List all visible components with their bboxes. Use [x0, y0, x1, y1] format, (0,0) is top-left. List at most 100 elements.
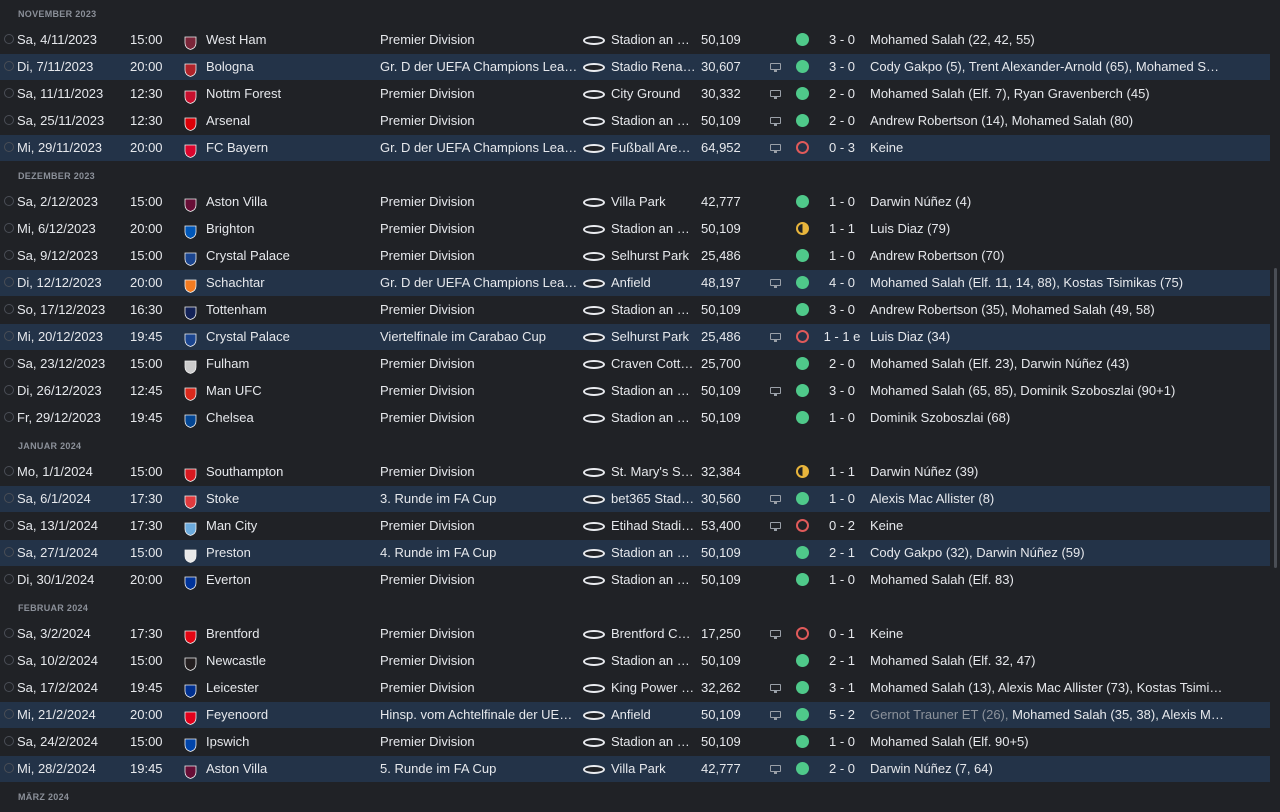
select-checkbox[interactable] [4, 574, 14, 584]
competition-name[interactable]: Premier Division [380, 680, 475, 695]
select-checkbox[interactable] [4, 520, 14, 530]
match-score[interactable]: 3 - 1 [828, 680, 855, 695]
select-checkbox[interactable] [4, 493, 14, 503]
venue-name[interactable]: Stadio Renato Dall'Ara [611, 59, 697, 74]
competition-name[interactable]: Premier Division [380, 113, 475, 128]
select-checkbox[interactable] [4, 466, 14, 476]
match-score[interactable]: 5 - 2 [828, 707, 855, 722]
venue-name[interactable]: Fußball Arena München [611, 140, 697, 155]
fixture-row[interactable]: Mi, 28/2/2024 19:45 Aston Villa 5. Runde im… [0, 756, 1270, 782]
select-checkbox[interactable] [4, 358, 14, 368]
competition-name[interactable]: Premier Division [380, 653, 475, 668]
select-checkbox[interactable] [4, 250, 14, 260]
select-checkbox[interactable] [4, 412, 14, 422]
venue-name[interactable]: Stadion an der Anfield Road [611, 545, 697, 560]
fixture-row[interactable]: Sa, 27/1/2024 15:00 Preston 4. Runde im FA … [0, 540, 1270, 566]
opponent-name[interactable]: Stoke [206, 491, 240, 506]
opponent-name[interactable]: Newcastle [206, 653, 266, 668]
opponent-name[interactable]: FC Bayern [206, 140, 269, 155]
venue-name[interactable]: Stadion an der Anfield Road [611, 302, 697, 317]
competition-name[interactable]: 3. Runde im FA Cup [380, 491, 497, 506]
venue-name[interactable]: Selhurst Park [611, 248, 690, 263]
fixture-row[interactable]: Sa, 9/12/2023 15:00 Crystal Palace Premier … [0, 243, 1270, 269]
venue-name[interactable]: Brentford Community Stadium [611, 626, 697, 641]
venue-name[interactable]: Stadion an der Anfield Road [611, 383, 697, 398]
fixture-row[interactable]: Di, 7/11/2023 20:00 Bologna Gr. D der UEFA … [0, 54, 1270, 80]
opponent-name[interactable]: Ipswich [206, 734, 250, 749]
opponent-name[interactable]: Aston Villa [206, 194, 268, 209]
match-score[interactable]: 3 - 0 [828, 59, 855, 74]
venue-name[interactable]: St. Mary's Stadium [611, 464, 697, 479]
opponent-name[interactable]: Man City [206, 518, 258, 533]
venue-name[interactable]: City Ground [611, 86, 681, 101]
match-score[interactable]: 4 - 0 [828, 275, 855, 290]
venue-name[interactable]: Villa Park [611, 761, 666, 776]
match-score[interactable]: 2 - 0 [828, 86, 855, 101]
fixture-row[interactable]: Mi, 6/12/2023 20:00 Brighton Premier Divisi… [0, 216, 1270, 242]
competition-name[interactable]: Premier Division [380, 32, 475, 47]
opponent-name[interactable]: Feyenoord [206, 707, 269, 722]
opponent-name[interactable]: Everton [206, 572, 251, 587]
opponent-name[interactable]: Nottm Forest [206, 86, 282, 101]
competition-name[interactable]: 4. Runde im FA Cup [380, 545, 497, 560]
match-score[interactable]: 1 - 1 [828, 464, 855, 479]
fixture-row[interactable]: Di, 26/12/2023 12:45 Man UFC Premier Divisi… [0, 378, 1270, 404]
select-checkbox[interactable] [4, 628, 14, 638]
competition-name[interactable]: Premier Division [380, 248, 475, 263]
competition-name[interactable]: Premier Division [380, 518, 475, 533]
venue-name[interactable]: Stadion an der Anfield Road [611, 32, 697, 47]
select-checkbox[interactable] [4, 196, 14, 206]
opponent-name[interactable]: Schachtar [206, 275, 265, 290]
match-score[interactable]: 2 - 0 [828, 356, 855, 371]
match-score[interactable]: 0 - 3 [828, 140, 855, 155]
match-score[interactable]: 1 - 0 [828, 572, 855, 587]
competition-name[interactable]: Viertelfinale im Carabao Cup [380, 329, 546, 344]
venue-name[interactable]: Stadion an der Anfield Road [611, 410, 697, 425]
fixture-row[interactable]: Sa, 25/11/2023 12:30 Arsenal Premier Divisi… [0, 108, 1270, 134]
opponent-name[interactable]: Southampton [206, 464, 284, 479]
fixture-row[interactable]: Sa, 2/12/2023 15:00 Aston Villa Premier Div… [0, 189, 1270, 215]
select-checkbox[interactable] [4, 115, 14, 125]
venue-name[interactable]: Selhurst Park [611, 329, 690, 344]
match-score[interactable]: 0 - 1 [828, 626, 855, 641]
venue-name[interactable]: King Power Stadium [611, 680, 697, 695]
match-score[interactable]: 3 - 0 [828, 383, 855, 398]
competition-name[interactable]: Gr. D der UEFA Champions League [380, 59, 578, 74]
opponent-name[interactable]: Tottenham [206, 302, 267, 317]
opponent-name[interactable]: Man UFC [206, 383, 262, 398]
fixture-row[interactable]: Di, 12/12/2023 20:00 Schachtar Gr. D der UE… [0, 270, 1270, 296]
select-checkbox[interactable] [4, 655, 14, 665]
match-score[interactable]: 3 - 0 [828, 32, 855, 47]
select-checkbox[interactable] [4, 88, 14, 98]
opponent-name[interactable]: West Ham [206, 32, 267, 47]
fixture-row[interactable]: Sa, 11/11/2023 12:30 Nottm Forest Premier D… [0, 81, 1270, 107]
match-score[interactable]: 1 - 0 [828, 194, 855, 209]
venue-name[interactable]: Etihad Stadium [611, 518, 697, 533]
fixture-row[interactable]: Sa, 6/1/2024 17:30 Stoke 3. Runde im FA Cup… [0, 486, 1270, 512]
competition-name[interactable]: Premier Division [380, 464, 475, 479]
competition-name[interactable]: Premier Division [380, 221, 475, 236]
select-checkbox[interactable] [4, 736, 14, 746]
fixture-row[interactable]: Fr, 29/12/2023 19:45 Chelsea Premier Divisi… [0, 405, 1270, 431]
opponent-name[interactable]: Brighton [206, 221, 255, 236]
match-score[interactable]: 1 - 0 [828, 734, 855, 749]
match-score[interactable]: 2 - 0 [828, 113, 855, 128]
venue-name[interactable]: Stadion an der Anfield Road [611, 572, 697, 587]
venue-name[interactable]: Stadion an der Anfield Road [611, 653, 697, 668]
select-checkbox[interactable] [4, 547, 14, 557]
competition-name[interactable]: Premier Division [380, 734, 475, 749]
opponent-name[interactable]: Leicester [206, 680, 259, 695]
competition-name[interactable]: Premier Division [380, 356, 475, 371]
venue-name[interactable]: Anfield [611, 275, 651, 290]
match-score[interactable]: 1 - 1 e [823, 329, 861, 344]
match-score[interactable]: 2 - 0 [828, 761, 855, 776]
fixture-row[interactable]: Sa, 3/2/2024 17:30 Brentford Premier Divisi… [0, 621, 1270, 647]
competition-name[interactable]: Gr. D der UEFA Champions League [380, 140, 578, 155]
venue-name[interactable]: Craven Cottage [611, 356, 697, 371]
match-score[interactable]: 1 - 1 [828, 221, 855, 236]
match-score[interactable]: 1 - 0 [828, 491, 855, 506]
competition-name[interactable]: 5. Runde im FA Cup [380, 761, 497, 776]
opponent-name[interactable]: Aston Villa [206, 761, 268, 776]
select-checkbox[interactable] [4, 223, 14, 233]
match-score[interactable]: 1 - 0 [828, 248, 855, 263]
